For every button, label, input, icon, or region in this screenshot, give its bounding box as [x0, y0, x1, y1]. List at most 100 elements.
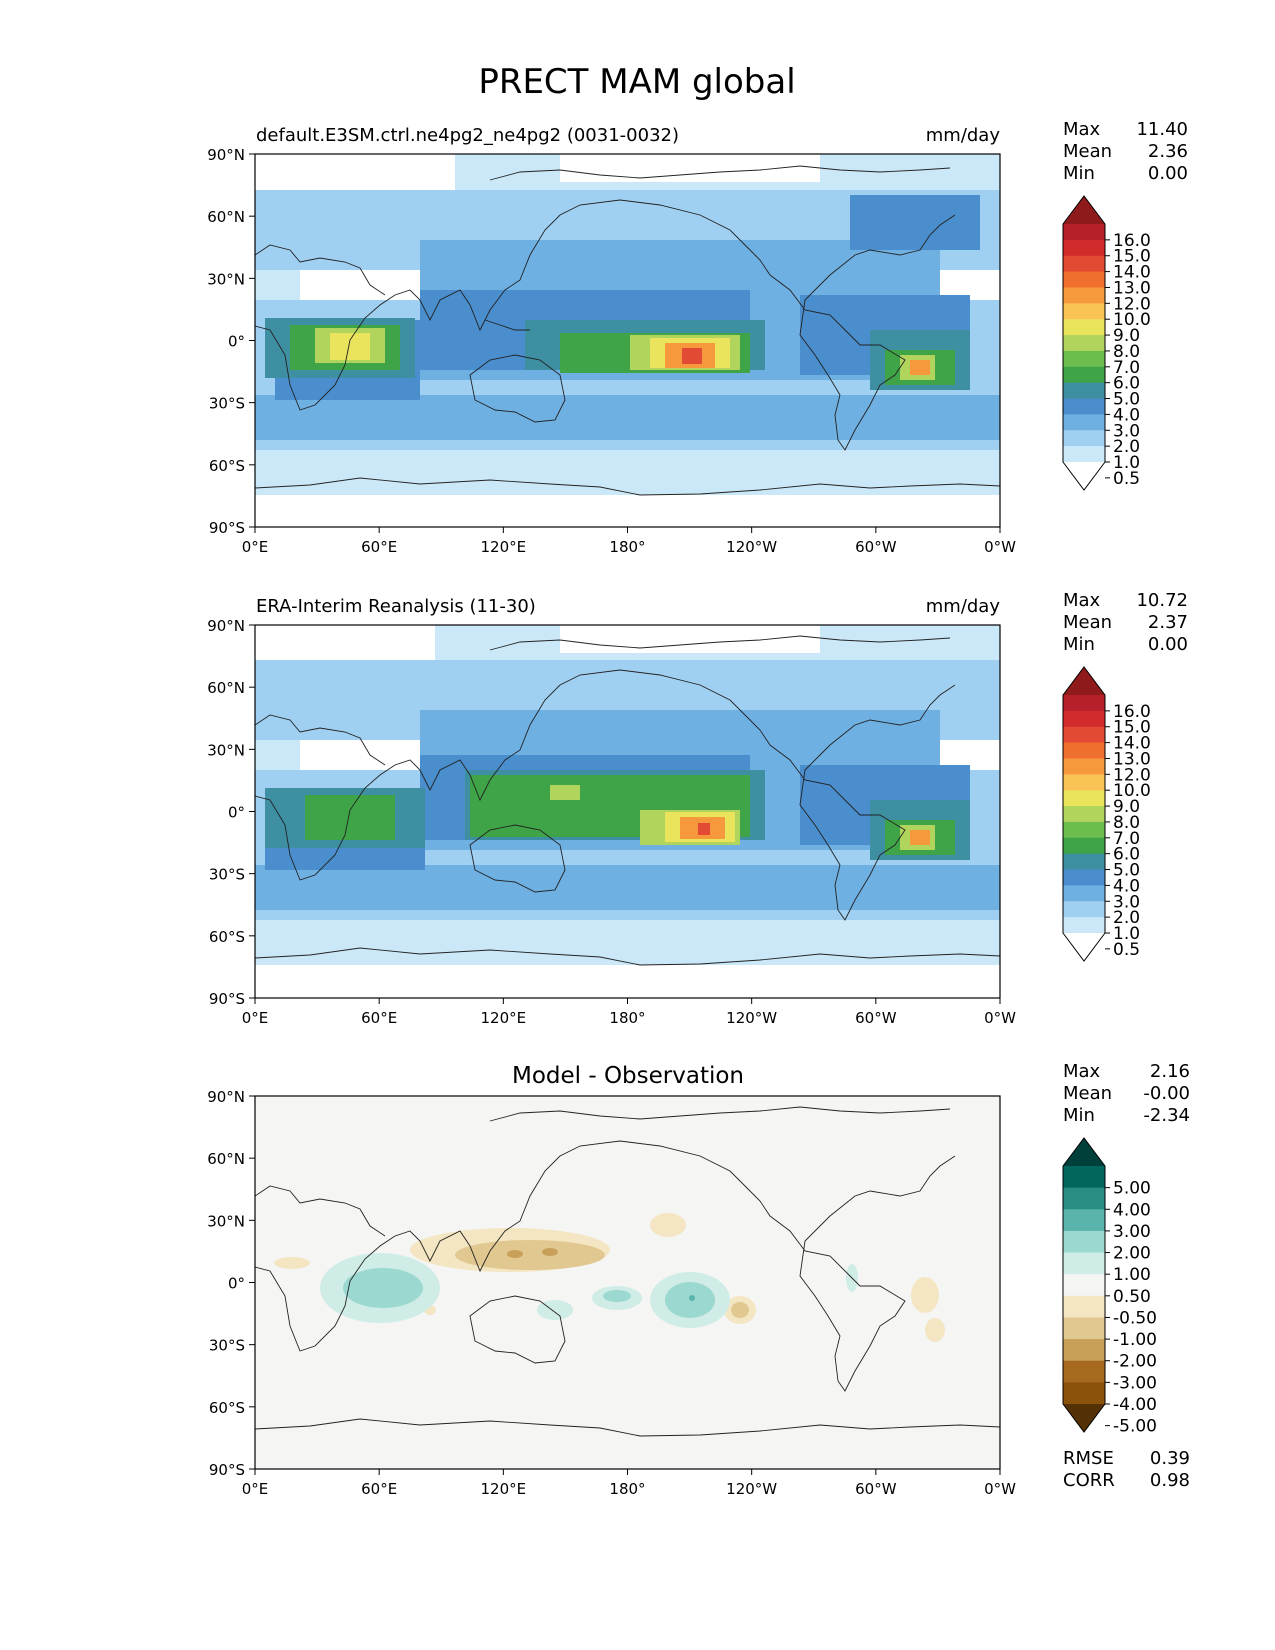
- stat-label-mean: Mean: [1063, 612, 1112, 633]
- colorbar-cell: [1063, 1252, 1105, 1275]
- panel-center-title: Model - Observation: [512, 1063, 744, 1089]
- coastline-ref: [255, 635, 1000, 966]
- lon-tick-label: 120°W: [726, 538, 777, 556]
- colorbar-cell: [1063, 1317, 1105, 1340]
- lat-tick-label: 60°S: [209, 1399, 245, 1417]
- panel-left-title: ERA-Interim Reanalysis (11-30): [256, 596, 536, 617]
- colorbar-cell: [1063, 837, 1105, 855]
- colorbar-cell: [1063, 742, 1105, 759]
- lat-tick-label: 60°N: [207, 208, 245, 226]
- colorbar-cell: [1063, 287, 1105, 304]
- colorbar-label: 4.00: [1113, 1200, 1151, 1220]
- stats-test: Max Mean Min 11.40 2.36 0.00: [1063, 119, 1188, 184]
- colorbar-label: 8.0: [1113, 342, 1140, 362]
- colorbar-cell: [1063, 774, 1105, 791]
- colorbar-label: 12.0: [1113, 294, 1151, 314]
- lon-tick-label: 60°E: [361, 538, 397, 556]
- colorbar-cell: [1063, 446, 1105, 463]
- colorbar-label: 5.00: [1113, 1179, 1151, 1199]
- stat-value-mean: 2.37: [1148, 612, 1188, 633]
- colorbar-cell: [1063, 1230, 1105, 1254]
- lon-tick-label: 0°E: [242, 1480, 269, 1498]
- colorbar-cell: [1063, 821, 1105, 839]
- colorbar-label: 5.0: [1113, 390, 1140, 410]
- colorbar-cell: [1063, 853, 1105, 871]
- lon-tick-label: 120°E: [481, 538, 527, 556]
- lon-tick-label: 0°E: [242, 1009, 269, 1027]
- colorbar-label: -5.00: [1113, 1417, 1157, 1437]
- colorbar-label: 15.0: [1113, 718, 1151, 738]
- lon-tick-label: 0°W: [984, 538, 1016, 556]
- stats-diff: Max Mean Min 2.16 -0.00 -2.34 RMSE CORR …: [1063, 1061, 1190, 1491]
- stat-label-max: Max: [1063, 590, 1101, 611]
- colorbar-label: 3.0: [1113, 892, 1140, 912]
- coastline-test: [255, 165, 1000, 496]
- colorbar-label: 3.00: [1113, 1222, 1151, 1242]
- colorbar-extend-bottom: [1063, 462, 1105, 490]
- lat-tick-label: 60°N: [207, 1150, 245, 1168]
- difference-field: [255, 1096, 1000, 1469]
- colorbar-cell: [1063, 695, 1105, 712]
- colorbar-label: 7.0: [1113, 829, 1140, 849]
- colorbar-label: 16.0: [1113, 231, 1151, 251]
- lon-tick-label: 120°W: [726, 1480, 777, 1498]
- colorbar-label: 1.0: [1113, 453, 1140, 473]
- colorbar-label: 0.5: [1113, 469, 1140, 489]
- colorbar-ref: 16.015.014.013.012.010.09.08.07.06.05.04…: [1062, 666, 1151, 962]
- stat-label-min: Min: [1063, 634, 1095, 655]
- stat-value-max: 10.72: [1136, 590, 1188, 611]
- lat-tick-label: 30°S: [209, 395, 245, 413]
- lat-tick-label: 90°S: [209, 1461, 245, 1479]
- colorbar-label: 14.0: [1113, 263, 1151, 283]
- colorbar-label: 0.5: [1113, 940, 1140, 960]
- lon-tick-label: 60°W: [855, 538, 897, 556]
- colorbar-label: 2.00: [1113, 1244, 1151, 1264]
- colorbar-cell: [1063, 319, 1105, 336]
- colorbar-cell: [1063, 758, 1105, 775]
- lat-tick-label: 0°: [228, 1275, 245, 1293]
- colorbar-cell: [1063, 255, 1105, 273]
- stat-label-min: Min: [1063, 1105, 1095, 1126]
- colorbar-diff: 5.004.003.002.001.000.50-0.50-1.00-2.00-…: [1062, 1137, 1157, 1437]
- lon-tick-label: 60°E: [361, 1480, 397, 1498]
- panel-diff: 90°N 60°N 30°N 0° 30°S 60°S 90°S0°E 60°E 120°E 18…: [207, 1061, 1190, 1498]
- coastline-diff: [255, 1106, 1000, 1437]
- lon-tick-label: 180°: [609, 1480, 645, 1498]
- lon-tick-label: 0°E: [242, 538, 269, 556]
- colorbar-extend-top: [1063, 1138, 1105, 1166]
- colorbar-cell: [1063, 1187, 1105, 1210]
- colorbar-label: 9.0: [1113, 326, 1140, 346]
- lat-tick-label: 30°S: [209, 866, 245, 884]
- colorbar-label: 3.0: [1113, 421, 1140, 441]
- colorbar-cell: [1063, 806, 1105, 823]
- stat-value-rmse: 0.39: [1150, 1448, 1190, 1469]
- colorbar-cell: [1063, 901, 1105, 918]
- lat-tick-label: 90°N: [207, 1088, 245, 1106]
- colorbar-label: 13.0: [1113, 749, 1151, 769]
- colorbar-label: 7.0: [1113, 358, 1140, 378]
- colorbar-cell: [1063, 1274, 1105, 1297]
- axis-ticks-ref: 90°N 60°N 30°N 0° 30°S 60°S 90°S0°E 60°E 120°E 18…: [207, 617, 1016, 1027]
- lat-tick-label: 0°: [228, 333, 245, 351]
- panel-units: mm/day: [926, 596, 1001, 617]
- colorbar-cell: [1063, 350, 1105, 368]
- colorbar-cell: [1063, 1209, 1105, 1232]
- stat-value-mean: 2.36: [1148, 141, 1188, 162]
- lon-tick-label: 60°E: [361, 1009, 397, 1027]
- lon-tick-label: 120°E: [481, 1009, 527, 1027]
- colorbar-label: -2.00: [1113, 1352, 1157, 1372]
- colorbar-label: -3.00: [1113, 1373, 1157, 1393]
- colorbar-label: -4.00: [1113, 1395, 1157, 1415]
- colorbar-cell: [1063, 382, 1105, 400]
- colorbar-cell: [1063, 366, 1105, 384]
- colorbar-label: 1.0: [1113, 924, 1140, 944]
- stat-value-max: 2.16: [1150, 1061, 1190, 1082]
- colorbar-label: 10.0: [1113, 310, 1151, 330]
- colorbar-label: 14.0: [1113, 734, 1151, 754]
- colorbar-cell: [1063, 917, 1105, 934]
- colorbar-cell: [1063, 239, 1105, 257]
- colorbar-label: 0.50: [1113, 1287, 1151, 1307]
- lat-tick-label: 0°: [228, 804, 245, 822]
- stat-label-max: Max: [1063, 119, 1101, 140]
- colorbar-label: 4.0: [1113, 876, 1140, 896]
